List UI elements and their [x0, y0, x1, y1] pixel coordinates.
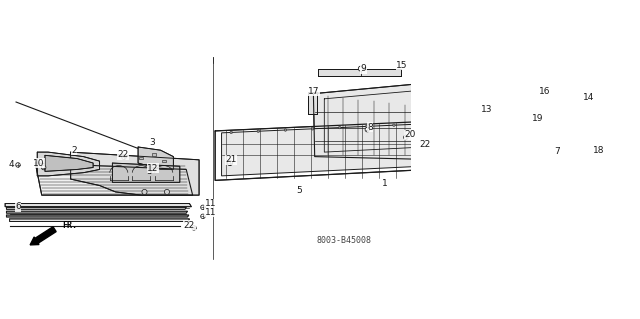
Text: 13: 13 — [481, 105, 493, 114]
Polygon shape — [318, 69, 401, 76]
Bar — [152, 153, 156, 156]
Circle shape — [42, 165, 46, 170]
Text: 16: 16 — [539, 87, 550, 96]
Polygon shape — [70, 152, 199, 195]
Circle shape — [192, 226, 196, 230]
Polygon shape — [5, 204, 191, 207]
Circle shape — [284, 129, 287, 131]
Circle shape — [474, 120, 477, 123]
Text: 8: 8 — [367, 122, 372, 131]
Polygon shape — [495, 76, 549, 89]
Circle shape — [365, 125, 368, 128]
Ellipse shape — [562, 141, 572, 164]
Circle shape — [365, 127, 369, 132]
Polygon shape — [6, 207, 186, 209]
Text: 3: 3 — [149, 138, 155, 147]
Polygon shape — [6, 211, 188, 213]
Polygon shape — [45, 155, 93, 171]
Text: 19: 19 — [532, 114, 544, 123]
Text: 14: 14 — [582, 93, 594, 102]
Polygon shape — [527, 94, 556, 103]
Circle shape — [311, 128, 314, 130]
Circle shape — [427, 145, 431, 149]
Text: 12: 12 — [147, 164, 159, 173]
Polygon shape — [37, 152, 100, 176]
Text: 6: 6 — [15, 202, 21, 211]
Polygon shape — [138, 147, 173, 169]
Bar — [162, 160, 166, 162]
Polygon shape — [221, 121, 488, 176]
Circle shape — [257, 130, 260, 132]
Text: 21: 21 — [225, 155, 237, 164]
Text: 15: 15 — [396, 61, 408, 70]
Circle shape — [392, 124, 395, 126]
Circle shape — [358, 66, 364, 71]
Circle shape — [142, 189, 147, 195]
Text: 22: 22 — [184, 221, 195, 230]
Text: 22: 22 — [118, 150, 129, 159]
Text: 20: 20 — [404, 130, 415, 139]
Text: 11: 11 — [205, 199, 216, 208]
Circle shape — [16, 163, 20, 167]
Polygon shape — [520, 108, 562, 150]
Circle shape — [122, 155, 126, 160]
FancyArrow shape — [30, 227, 56, 245]
Text: 11: 11 — [205, 208, 216, 217]
Bar — [140, 157, 143, 159]
Circle shape — [230, 131, 232, 134]
Circle shape — [201, 214, 205, 219]
Text: 5: 5 — [296, 186, 302, 195]
Polygon shape — [6, 215, 189, 217]
Circle shape — [201, 205, 205, 210]
Text: 18: 18 — [593, 146, 604, 155]
Circle shape — [227, 160, 232, 166]
Polygon shape — [308, 93, 317, 114]
Text: 10: 10 — [33, 159, 44, 167]
Circle shape — [404, 135, 408, 140]
Text: 17: 17 — [308, 86, 319, 96]
Polygon shape — [568, 94, 584, 121]
Circle shape — [420, 123, 422, 125]
Circle shape — [483, 110, 488, 115]
Polygon shape — [35, 163, 193, 195]
Ellipse shape — [583, 139, 596, 166]
Circle shape — [339, 126, 341, 129]
Text: 8003-B45008: 8003-B45008 — [316, 236, 371, 245]
Text: 7: 7 — [554, 147, 559, 156]
Polygon shape — [113, 163, 180, 182]
Text: 4: 4 — [9, 160, 14, 169]
Text: 2: 2 — [71, 146, 77, 155]
Polygon shape — [10, 219, 189, 221]
Text: 1: 1 — [383, 179, 388, 188]
Text: FR.: FR. — [62, 221, 77, 230]
Polygon shape — [314, 76, 575, 160]
Circle shape — [164, 189, 170, 195]
Circle shape — [447, 122, 449, 124]
Circle shape — [147, 169, 152, 174]
Text: 22: 22 — [419, 140, 430, 149]
Text: 9: 9 — [360, 64, 366, 73]
